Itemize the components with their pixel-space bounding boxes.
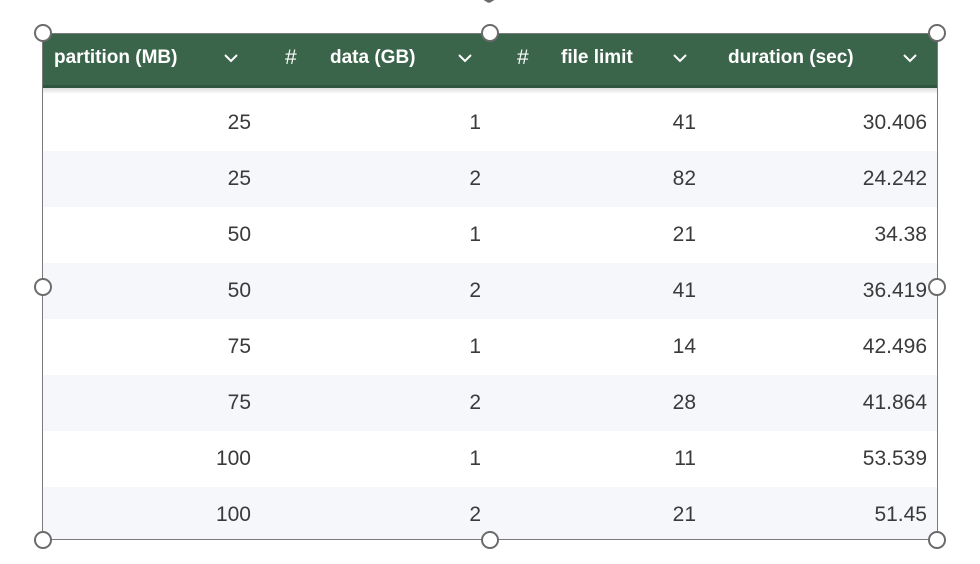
cell-file-limit: 28: [672, 391, 696, 414]
cell-data: 1: [469, 447, 481, 470]
cell-data: 2: [469, 279, 481, 302]
cell-file-limit: 41: [672, 279, 696, 302]
resize-handle-top[interactable]: [481, 24, 499, 42]
cell-data: 2: [469, 503, 481, 526]
table-row[interactable]: 100 2 21 51.45: [43, 487, 937, 539]
cell-file-limit: 41: [672, 111, 696, 134]
resize-handle-right[interactable]: [928, 278, 946, 296]
cell-file-limit: 21: [672, 223, 696, 246]
hash-icon: #: [517, 46, 529, 69]
table-row[interactable]: 50 2 41 36.419: [43, 263, 937, 319]
cell-partition: 25: [227, 111, 251, 134]
cell-partition: 75: [227, 335, 251, 358]
cell-duration: 36.419: [862, 279, 927, 302]
cell-data: 1: [469, 335, 481, 358]
column-header-data[interactable]: data (GB): [330, 34, 416, 85]
table-row[interactable]: 75 2 28 41.864: [43, 375, 937, 431]
cell-duration: 24.242: [862, 167, 927, 190]
column-header-duration[interactable]: duration (sec): [728, 34, 854, 85]
cell-data: 1: [469, 223, 481, 246]
chevron-down-icon[interactable]: [222, 51, 240, 65]
chevron-down-icon[interactable]: [901, 51, 919, 65]
hash-icon: #: [285, 46, 297, 69]
cell-partition: 100: [215, 503, 251, 526]
column-header-label: partition (MB): [54, 47, 178, 68]
column-header-label: file limit: [561, 47, 633, 68]
cell-duration: 41.864: [862, 391, 927, 414]
column-header-label: duration (sec): [728, 47, 854, 68]
cell-partition: 100: [215, 447, 251, 470]
cell-partition: 75: [227, 391, 251, 414]
chevron-down-icon[interactable]: [456, 51, 474, 65]
table-row[interactable]: 75 1 14 42.496: [43, 319, 937, 375]
cell-data: 2: [469, 167, 481, 190]
resize-handle-bottom-right[interactable]: [928, 531, 946, 549]
cell-data: 1: [469, 111, 481, 134]
cell-duration: 51.45: [874, 503, 927, 526]
resize-handle-top-right[interactable]: [928, 24, 946, 42]
cell-file-limit: 21: [672, 503, 696, 526]
cell-file-limit: 11: [674, 447, 696, 470]
table-row[interactable]: 50 1 21 34.38: [43, 207, 937, 263]
cell-duration: 42.496: [862, 335, 927, 358]
header-shadow: [43, 88, 937, 94]
chevron-down-icon[interactable]: [671, 51, 689, 65]
cell-duration: 53.539: [862, 447, 927, 470]
resize-handle-bottom[interactable]: [481, 531, 499, 549]
cell-data: 2: [469, 391, 481, 414]
cell-file-limit: 14: [672, 335, 696, 358]
rotate-handle-icon[interactable]: [479, 0, 499, 8]
cell-duration: 34.38: [874, 223, 927, 246]
cell-file-limit: 82: [672, 167, 696, 190]
table-row[interactable]: 25 1 41 30.406: [43, 95, 937, 151]
cell-duration: 30.406: [862, 111, 927, 134]
table-row[interactable]: 25 2 82 24.242: [43, 151, 937, 207]
cell-partition: 50: [227, 223, 251, 246]
column-header-partition[interactable]: partition (MB): [54, 34, 177, 85]
column-header-file-limit[interactable]: file limit: [561, 34, 633, 85]
resize-handle-bottom-left[interactable]: [34, 531, 52, 549]
table-header: partition (MB) # data (GB) # file limit …: [43, 34, 937, 88]
resize-handle-top-left[interactable]: [34, 24, 52, 42]
column-header-label: data (GB): [330, 47, 416, 68]
cell-partition: 50: [227, 279, 251, 302]
resize-handle-left[interactable]: [34, 278, 52, 296]
table-row[interactable]: 100 1 11 53.539: [43, 431, 937, 487]
cell-partition: 25: [227, 167, 251, 190]
data-table[interactable]: partition (MB) # data (GB) # file limit …: [43, 34, 937, 539]
